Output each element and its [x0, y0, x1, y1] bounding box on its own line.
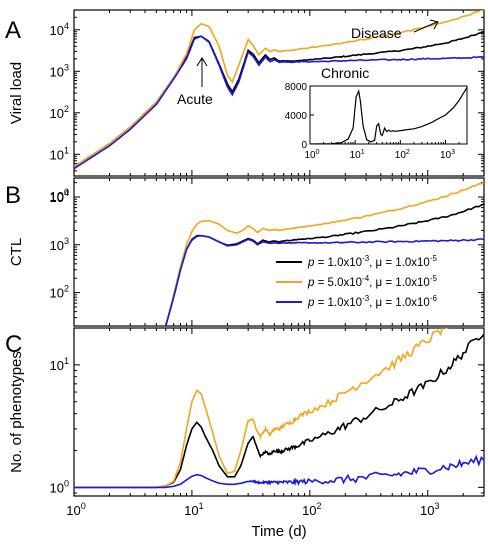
- y-tick-label-a: 100: [50, 187, 69, 204]
- y-tick-label-a: 102: [50, 104, 69, 121]
- inset-series-line: [310, 87, 467, 144]
- y-tick-label-b: 102: [50, 284, 69, 301]
- arrow-disease-shaft: [413, 21, 438, 33]
- inset-y-tick-label: 4000: [285, 111, 308, 122]
- legend-label: p = 5.0x10-4, μ = 1.0x10-5: [307, 274, 437, 289]
- arrow-disease-head: [429, 19, 439, 30]
- y-tick-label-a: 101: [50, 145, 69, 162]
- y-tick-label-a: 103: [50, 62, 69, 79]
- y-tick-label-c: 101: [50, 356, 69, 373]
- series-line-c-1: [74, 328, 450, 489]
- panel-label-a: A: [5, 17, 21, 44]
- y-tick-label-a: 104: [50, 21, 69, 38]
- legend-label: p = 1.0x10-3, μ = 1.0x10-6: [307, 294, 437, 309]
- inset-x-tick-label: 102: [395, 149, 410, 161]
- series-line-a-2: [74, 35, 484, 170]
- y-tick-label-c: 100: [50, 478, 69, 495]
- y-tick-label-b: 104: [50, 188, 69, 205]
- annotation-disease: Disease: [351, 25, 402, 41]
- x-tick-label: 103: [420, 501, 439, 518]
- series-line-c-2: [74, 454, 484, 489]
- legend-label: p = 1.0x10-3, μ = 1.0x10-5: [307, 254, 437, 269]
- x-tick-label: 101: [184, 501, 203, 518]
- series-line-a-1: [74, 10, 484, 168]
- inset-y-tick-label: 0: [301, 140, 307, 151]
- inset-y-tick-label: 8000: [285, 82, 308, 93]
- annotation-chronic: Chronic: [321, 65, 369, 81]
- inset-x-tick-label: 101: [350, 149, 365, 161]
- series-line-c-0: [74, 333, 484, 489]
- inset-x-tick-label: 100: [304, 149, 319, 161]
- inset-frame: [309, 85, 468, 145]
- x-tick-label: 100: [66, 501, 85, 518]
- ylabel-b: CTL: [8, 238, 25, 266]
- ylabel-a: Viral load: [8, 62, 25, 124]
- panel-label-c: C: [5, 331, 22, 358]
- series-line-b-1: [165, 181, 484, 326]
- ylabel-c: No. of phenotypes: [8, 351, 25, 473]
- xlabel: Time (d): [251, 523, 306, 540]
- y-tick-label-b: 103: [50, 236, 69, 253]
- plot-frame-c: [73, 327, 485, 497]
- series-line-b-2: [165, 234, 484, 326]
- inset-x-tick-label: 103: [440, 149, 455, 161]
- panel-label-b: B: [5, 182, 21, 209]
- annotation-acute: Acute: [177, 91, 213, 107]
- x-tick-label: 102: [302, 501, 321, 518]
- arrow-acute-head: [196, 57, 208, 67]
